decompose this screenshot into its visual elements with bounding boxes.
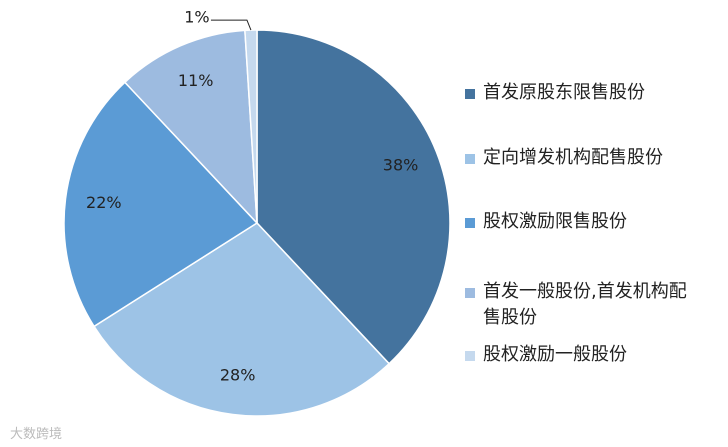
pie-slice: [123, 29, 258, 226]
data-label: 28%: [220, 366, 256, 385]
watermark: 大数跨境: [10, 427, 63, 442]
legend-label: 首发原股东限售股份: [483, 82, 645, 103]
legend-swatch: [465, 351, 475, 361]
pie-slice: [256, 29, 451, 365]
legend-label: 股权激励限售股份: [483, 211, 627, 232]
legend-item: 定向增发机构配售股份: [465, 145, 688, 171]
legend-item: 首发原股东限售股份: [465, 80, 688, 106]
data-label: 11%: [178, 71, 214, 90]
leader-line: [210, 19, 252, 31]
legend-label: 股权激励一般股份: [483, 344, 627, 365]
legend-item: 股权激励限售股份: [465, 209, 688, 235]
pie-slice: [63, 81, 259, 328]
legend-label: 首发一般股份,首发机构配售股份: [483, 281, 687, 328]
legend-swatch: [465, 288, 475, 298]
data-label: 1%: [184, 8, 209, 27]
legend-item: 首发一般股份,首发机构配售股份: [465, 279, 688, 331]
legend-swatch: [465, 89, 475, 99]
pie-slice: [93, 222, 391, 417]
data-label: 38%: [383, 156, 419, 175]
legend-swatch: [465, 218, 475, 228]
legend-swatch: [465, 154, 475, 164]
legend-item: 股权激励一般股份: [465, 342, 688, 368]
data-label: 22%: [86, 193, 122, 212]
legend-label: 定向增发机构配售股份: [483, 147, 663, 168]
